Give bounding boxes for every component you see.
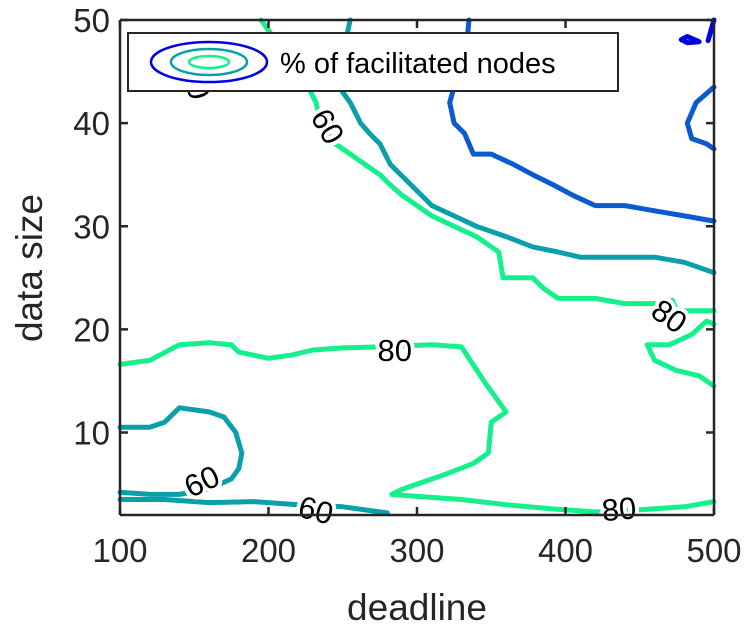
- plot-area: [120, 20, 714, 515]
- contour-label: 60: [295, 489, 337, 532]
- contour-line-level-60: [117, 497, 390, 516]
- contour-line-level-40: [678, 34, 702, 46]
- contour-line-level-80: [644, 318, 717, 389]
- x-tick-label: 400: [538, 532, 593, 569]
- contour-line-level-80: [117, 340, 717, 515]
- x-tick-label: 500: [686, 532, 741, 569]
- y-tick-label: 30: [73, 208, 110, 245]
- axis-ticks: [118, 18, 716, 515]
- y-axis-label: data size: [9, 194, 50, 342]
- legend-contour-icon: [149, 40, 269, 84]
- x-tick-label: 300: [389, 532, 444, 569]
- contour-line-level-50: [447, 17, 717, 224]
- contour-line-level-60: [117, 405, 245, 497]
- axis-tick-labels: 100 200 300 400 500 10 20 30 40 50: [73, 2, 741, 569]
- contour-line-level-80: [258, 17, 717, 314]
- y-tick-label: 20: [73, 311, 110, 348]
- y-tick-label: 50: [73, 2, 110, 39]
- contour-label: 80: [377, 333, 411, 368]
- x-axis-label: deadline: [347, 587, 487, 628]
- y-tick-label: 40: [73, 105, 110, 142]
- x-tick-label: 200: [241, 532, 296, 569]
- contour-label: 80: [600, 490, 637, 528]
- y-tick-label: 10: [73, 415, 110, 452]
- x-tick-label: 100: [92, 532, 147, 569]
- legend-label: % of facilitated nodes: [280, 48, 556, 80]
- contour-line-level-50: [684, 84, 717, 152]
- legend: % of facilitated nodes: [127, 32, 619, 92]
